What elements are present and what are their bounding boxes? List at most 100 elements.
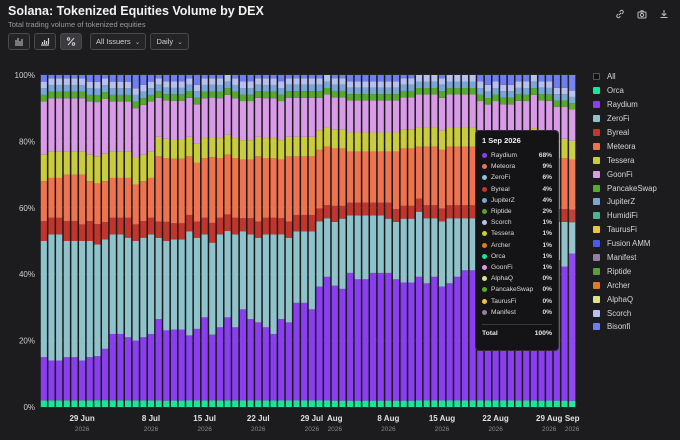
bar-segment-goonfi: [484, 104, 492, 138]
legend-item-bisonfi[interactable]: Bisonfi: [593, 320, 677, 334]
bar-segment-tessera: [140, 154, 147, 182]
bar-segment-zerofi: [170, 239, 178, 330]
bar-segment-orca: [362, 400, 369, 407]
bar-segment-orca: [377, 400, 384, 407]
bar-segment-meteora: [247, 159, 254, 219]
camera-icon[interactable]: [636, 8, 648, 20]
bar-segment-orca: [446, 400, 453, 407]
bar-segment-goonfi: [423, 94, 430, 128]
legend-item-humidifi[interactable]: HumidiFi: [593, 209, 677, 223]
bar-segment-meteora: [117, 177, 124, 218]
bar-segment-jupiterz: [415, 81, 423, 89]
tooltip-row-name: Tessera: [491, 230, 515, 238]
bar-chart-button[interactable]: [8, 33, 30, 50]
bar-segment-pancakeswap: [370, 94, 377, 101]
download-icon[interactable]: [658, 8, 670, 20]
bar-segment-raydium: [347, 272, 354, 401]
bar-segment-zerofi: [201, 234, 208, 318]
legend-item-pancakeswap[interactable]: PancakeSwap: [593, 181, 677, 195]
bar-segment-orca: [308, 400, 315, 407]
legend-item-scorch[interactable]: Scorch: [593, 306, 677, 320]
bar-segment-jupiterz: [40, 88, 47, 95]
tooltip-row-name: Scorch: [491, 219, 512, 227]
percent-button[interactable]: [60, 33, 82, 50]
bar-segment-zerofi: [301, 231, 308, 303]
bar-segment-jupiterz: [324, 81, 331, 89]
bar-segment-zerofi: [94, 244, 101, 357]
bar-segment-zerofi: [102, 239, 109, 349]
legend-item-riptide[interactable]: Riptide: [593, 264, 677, 278]
legend-item-zerofi[interactable]: ZeroFi: [593, 112, 677, 126]
legend-item-alphaq[interactable]: AlphaQ: [593, 292, 677, 306]
bar-segment-raydium: [423, 283, 430, 401]
bar-segment-scorch: [63, 78, 70, 85]
legend-item-raydium[interactable]: Raydium: [593, 98, 677, 112]
tooltip-dot: [482, 253, 487, 259]
bar-segment-goonfi: [247, 101, 254, 141]
legend-label: TaurusFi: [607, 225, 637, 235]
legend-item-meteora[interactable]: Meteora: [593, 139, 677, 153]
bar-segment-jupiterz: [538, 87, 545, 95]
bar-segment-goonfi: [553, 106, 560, 139]
legend-item-archer[interactable]: Archer: [593, 278, 677, 292]
bar-segment-pancakeswap: [324, 88, 331, 95]
legend-item-jupiterz[interactable]: JupiterZ: [593, 195, 677, 209]
interval-dropdown[interactable]: Daily ⌄: [150, 33, 190, 50]
bar-segment-orca: [469, 400, 476, 407]
bar-segment-orca: [415, 400, 423, 407]
legend-item-tessera[interactable]: Tessera: [593, 153, 677, 167]
tooltip-row: Tessera 1%: [482, 228, 552, 239]
legend-item-orca[interactable]: Orca: [593, 84, 677, 98]
tooltip-dot: [482, 264, 487, 270]
bar-segment-scorch: [362, 81, 369, 88]
bar-segment-scorch: [285, 78, 292, 85]
legend-swatch: [593, 73, 600, 81]
issuers-dropdown[interactable]: All Issuers ⌄: [90, 33, 147, 50]
bar-segment-zerofi: [347, 215, 354, 273]
bar-segment-tessera: [216, 138, 224, 158]
bar-segment-pancakeswap: [415, 88, 423, 95]
bar-segment-tessera: [316, 130, 323, 150]
legend-item-taurusfi[interactable]: TaurusFi: [593, 223, 677, 237]
legend-item-goonfi[interactable]: GoonFi: [593, 167, 677, 181]
bar-segment-scorch: [324, 75, 331, 82]
bar-segment-orca: [538, 400, 545, 407]
bar-segment-tessera: [124, 151, 132, 178]
bar-segment-raydium: [454, 276, 461, 401]
bar-segment-byreal: [216, 217, 224, 235]
bar-segment-meteora: [209, 157, 216, 223]
bar-segment-jupiterz: [316, 84, 323, 92]
bar-segment-orca: [79, 400, 86, 407]
x-tick-label: 8 Jul: [142, 414, 160, 423]
bar-segment-tessera: [324, 127, 331, 147]
bar-segment-pancakeswap: [362, 94, 369, 101]
bar-segment-raydium: [186, 335, 193, 401]
bar-segment-raydium: [94, 356, 101, 401]
bar-segment-zerofi: [247, 234, 254, 320]
link-icon[interactable]: [614, 8, 626, 20]
bar-segment-raydium: [400, 282, 407, 401]
legend-item-manifest[interactable]: Manifest: [593, 251, 677, 265]
bar-segment-byreal: [102, 222, 109, 240]
bar-segment-bisonfi: [278, 75, 285, 82]
bar-segment-zerofi: [324, 218, 331, 277]
bar-segment-pancakeswap: [347, 94, 354, 101]
legend-item-all[interactable]: All: [593, 70, 677, 84]
bar-segment-goonfi: [561, 106, 568, 139]
bar-segment-pancakeswap: [461, 88, 469, 95]
y-tick-label: 0%: [23, 403, 35, 412]
bar-segment-jupiterz: [477, 88, 484, 95]
bar-segment-meteora: [224, 154, 231, 215]
bar-segment-byreal: [239, 218, 246, 232]
bar-segment-bisonfi: [216, 75, 224, 79]
legend-label: AlphaQ: [607, 294, 634, 304]
bar-segment-goonfi: [71, 98, 78, 152]
bar-segment-tessera: [209, 137, 216, 158]
bar-segment-tessera: [178, 139, 185, 159]
legend-item-fusion-amm[interactable]: Fusion AMM: [593, 237, 677, 251]
x-tick-year: 2026: [565, 426, 580, 433]
bar-segment-jupiterz: [48, 84, 55, 92]
legend-item-byreal[interactable]: Byreal: [593, 126, 677, 140]
bar-segment-scorch: [209, 78, 216, 85]
stacked-bar-button[interactable]: [34, 33, 56, 50]
